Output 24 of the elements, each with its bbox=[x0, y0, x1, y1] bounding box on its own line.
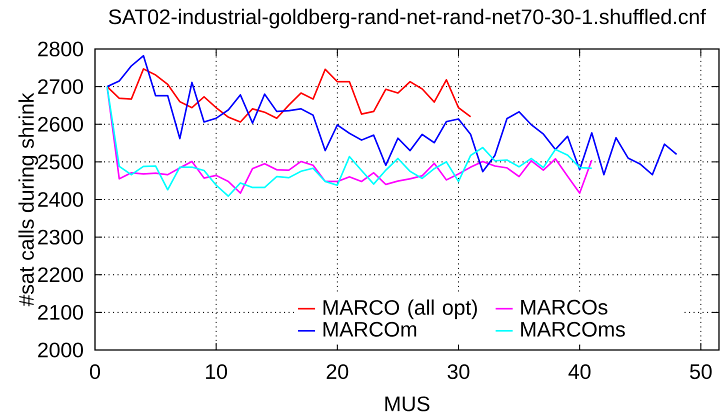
y-tick-label: 2200 bbox=[38, 267, 83, 282]
y-tick-label: 2300 bbox=[38, 230, 83, 245]
legend-label: MARCOs bbox=[521, 300, 608, 315]
y-tick-label: 2400 bbox=[38, 192, 83, 207]
x-axis-title: MUS bbox=[385, 396, 430, 412]
y-tick-label: 2000 bbox=[38, 342, 83, 358]
legend-label: MARCOm bbox=[324, 322, 416, 337]
x-tick-label: 10 bbox=[206, 364, 228, 380]
y-tick-label: 2500 bbox=[38, 154, 83, 170]
y-tick-label: 2600 bbox=[38, 116, 83, 132]
legend-label: MARCO (all opt) bbox=[324, 300, 477, 320]
y-tick-label: 2100 bbox=[38, 304, 83, 320]
legend-label: MARCOms bbox=[521, 322, 625, 337]
y-tick-label: 2800 bbox=[38, 42, 83, 56]
x-tick-label: 50 bbox=[690, 364, 712, 380]
chart-title: SAT02-industrial-goldberg-rand-net-rand-net70-30-1.shuffled.cnf bbox=[108, 8, 706, 28]
y-tick-label: 2700 bbox=[38, 79, 83, 94]
y-axis-title: #sat calls during shrink bbox=[18, 92, 38, 306]
x-tick-label: 20 bbox=[326, 364, 348, 380]
line-series bbox=[106, 68, 472, 123]
x-tick-label: 30 bbox=[448, 364, 470, 380]
x-tick-label: 0 bbox=[90, 364, 100, 380]
x-tick-label: 40 bbox=[568, 364, 591, 380]
line-series bbox=[106, 54, 678, 176]
